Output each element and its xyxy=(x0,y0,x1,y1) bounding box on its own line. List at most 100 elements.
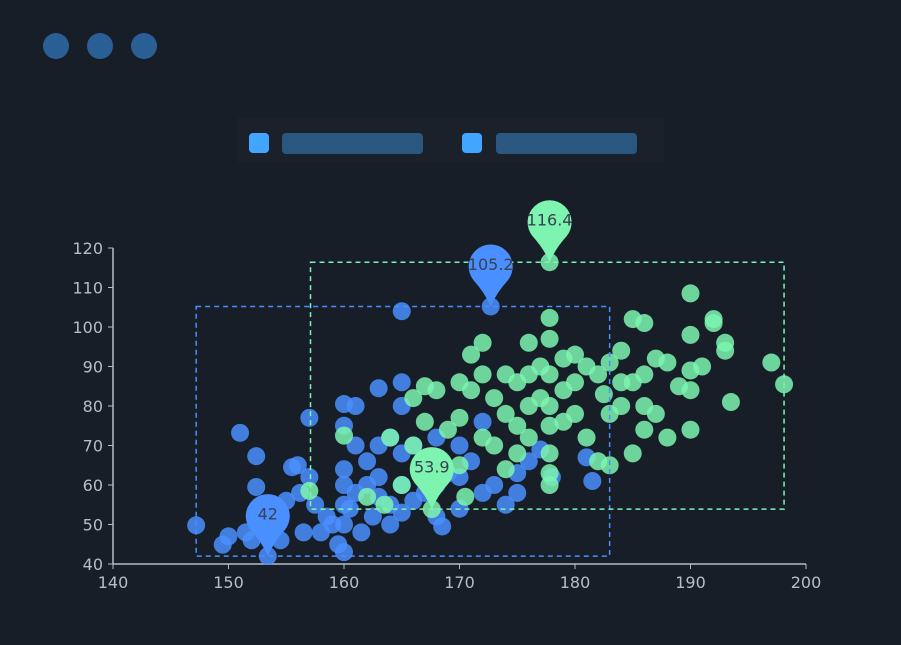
data-point xyxy=(589,365,608,384)
pin-icon xyxy=(409,447,454,510)
data-point xyxy=(508,483,527,502)
data-point xyxy=(658,428,677,447)
y-tick-label: 40 xyxy=(83,555,103,574)
x-tick-label: 190 xyxy=(675,573,706,592)
data-point xyxy=(716,333,735,352)
data-point xyxy=(300,408,319,427)
data-point xyxy=(566,345,584,364)
legend-square-icon[interactable] xyxy=(249,133,269,153)
legend xyxy=(237,118,664,162)
data-point xyxy=(635,314,654,333)
data-point xyxy=(363,507,382,526)
data-point xyxy=(392,302,411,321)
marker-pin: 53.9 xyxy=(409,447,454,510)
data-point xyxy=(369,379,388,398)
data-point xyxy=(508,416,527,435)
data-point xyxy=(352,523,371,542)
series-1-mark-area xyxy=(309,261,785,510)
data-point xyxy=(485,436,504,455)
pin-label: 53.9 xyxy=(414,458,450,477)
data-point xyxy=(473,365,492,384)
data-point xyxy=(219,527,238,546)
marker-pin: 105.2 xyxy=(468,244,514,307)
legend-square-icon[interactable] xyxy=(462,133,482,153)
data-point xyxy=(612,397,631,415)
series-1-points xyxy=(300,253,794,519)
data-point xyxy=(381,428,400,447)
y-tick-label: 110 xyxy=(72,279,103,298)
x-tick-label: 180 xyxy=(560,573,591,592)
y-tick-label: 50 xyxy=(83,516,103,535)
data-point xyxy=(540,397,559,415)
data-point xyxy=(540,416,559,435)
data-point xyxy=(519,428,538,447)
data-point xyxy=(681,420,700,439)
data-point xyxy=(381,515,400,534)
data-point xyxy=(496,404,515,423)
data-point xyxy=(346,397,365,415)
data-point xyxy=(540,476,559,494)
data-point xyxy=(540,308,559,327)
data-point xyxy=(450,408,469,427)
y-tick-label: 70 xyxy=(83,437,103,456)
window-dot-3[interactable] xyxy=(131,33,157,59)
legend-label-redacted[interactable] xyxy=(496,133,637,154)
data-point xyxy=(450,436,469,455)
data-point xyxy=(519,333,538,352)
series-0-mark-area xyxy=(195,305,611,557)
data-point xyxy=(635,365,654,384)
data-point xyxy=(335,460,353,479)
data-point xyxy=(721,393,740,412)
data-point xyxy=(427,381,446,400)
data-point xyxy=(473,412,492,431)
data-point xyxy=(681,381,700,400)
y-tick-label: 60 xyxy=(83,476,103,495)
y-tick-label: 100 xyxy=(72,318,103,337)
data-point xyxy=(288,456,307,475)
data-point xyxy=(438,420,457,439)
data-point xyxy=(646,404,665,423)
data-point xyxy=(496,460,515,479)
data-point xyxy=(681,284,700,303)
marker-pin: 116.4 xyxy=(527,200,573,263)
data-point xyxy=(392,476,411,494)
data-point xyxy=(485,389,504,408)
pin-label: 116.4 xyxy=(527,211,573,230)
data-point xyxy=(508,444,527,463)
data-point xyxy=(566,404,584,423)
data-point xyxy=(306,495,325,514)
data-point xyxy=(762,353,781,372)
window-dot-2[interactable] xyxy=(87,33,113,59)
x-tick-label: 160 xyxy=(329,573,360,592)
data-point xyxy=(335,515,353,534)
pin-label: 42 xyxy=(258,505,278,524)
pin-label: 105.2 xyxy=(468,255,514,274)
data-point xyxy=(335,543,353,562)
data-point xyxy=(456,487,475,506)
data-point xyxy=(462,381,481,400)
data-point xyxy=(600,456,619,475)
data-point xyxy=(358,487,377,506)
y-tick-label: 90 xyxy=(83,358,103,377)
window-dot-1[interactable] xyxy=(43,33,69,59)
data-point xyxy=(612,341,631,360)
x-tick-label: 140 xyxy=(98,573,129,592)
data-point xyxy=(300,481,319,500)
data-point xyxy=(294,523,313,542)
legend-label-redacted[interactable] xyxy=(282,133,423,154)
data-point xyxy=(635,420,654,439)
y-tick-label: 80 xyxy=(83,397,103,416)
data-point xyxy=(404,436,423,455)
data-point xyxy=(462,345,481,364)
data-point xyxy=(247,477,266,496)
data-point xyxy=(433,517,452,536)
data-point xyxy=(358,452,377,471)
x-tick-label: 170 xyxy=(444,573,475,592)
data-point xyxy=(392,503,411,522)
data-point xyxy=(540,365,559,384)
data-point xyxy=(335,426,353,445)
x-tick-label: 200 xyxy=(791,573,822,592)
data-point xyxy=(404,389,423,408)
data-point xyxy=(369,468,388,487)
